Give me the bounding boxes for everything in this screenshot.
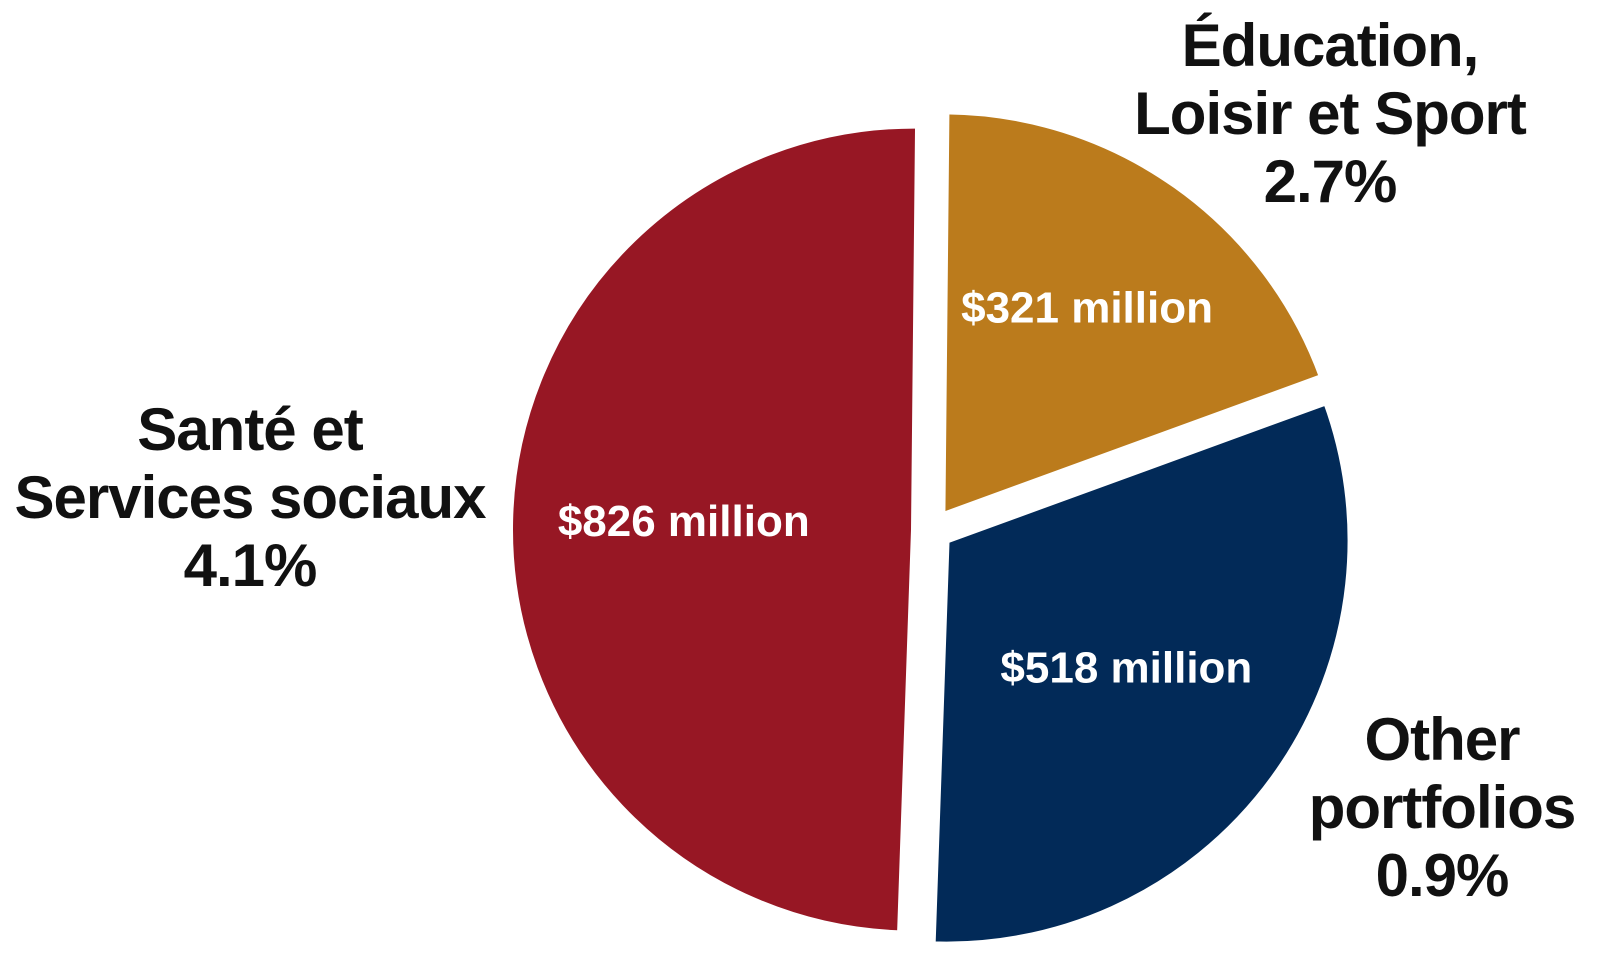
slice-label-education-line-2: Loisir et Sport <box>1134 80 1527 147</box>
slice-label-other-line-2: portfolios <box>1308 774 1577 841</box>
pie-slice-other <box>929 398 1354 948</box>
slice-label-sante: Santé et Services sociaux 4.1% <box>0 396 500 600</box>
pie-slices <box>507 108 1354 948</box>
slice-label-other: Other portfolios 0.9% <box>1270 706 1614 910</box>
slice-label-sante-line-1: Santé et <box>137 396 363 463</box>
slice-label-education: Éducation, Loisir et Sport 2.7% <box>1110 12 1550 216</box>
pie-value-labels: $321 million $518 million $826 million <box>558 283 1252 692</box>
pie-slice-education <box>939 108 1326 520</box>
slice-label-other-line-1: Other <box>1364 706 1520 773</box>
value-label-education: $321 million <box>961 283 1213 332</box>
slice-label-education-line-1: Éducation, <box>1181 12 1480 79</box>
value-label-other: $518 million <box>1000 644 1252 693</box>
value-label-sante: $826 million <box>558 497 810 546</box>
slice-label-education-percent: 2.7% <box>1263 148 1398 215</box>
slice-label-sante-line-2: Services sociaux <box>14 464 486 531</box>
slice-label-other-percent: 0.9% <box>1375 842 1510 909</box>
pie-slice-sante <box>507 122 922 937</box>
slice-label-sante-percent: 4.1% <box>183 532 318 599</box>
